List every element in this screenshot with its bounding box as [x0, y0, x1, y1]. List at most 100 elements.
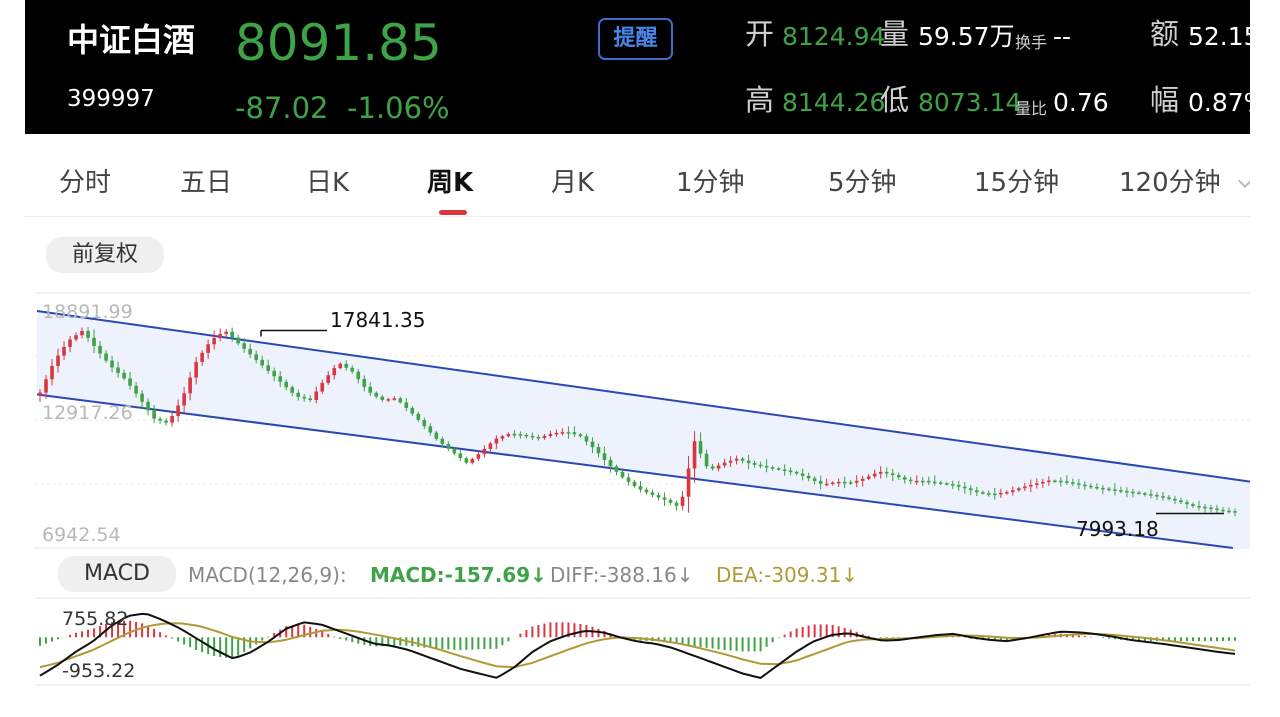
tab-five-day[interactable]: 五日 [180, 168, 233, 198]
period-tabs: 分时 五日 日K 周K 月K 1分钟 5分钟 15分钟 120分钟 [25, 148, 1250, 217]
low-marker-label: 7993.18 [1076, 517, 1159, 541]
candle-body [374, 392, 379, 397]
tab-1-minute[interactable]: 1分钟 [676, 168, 745, 198]
volume-value: 59.57万 [918, 22, 1015, 51]
candle-body [326, 375, 331, 383]
candle-body [278, 376, 283, 382]
candle-body [920, 480, 925, 483]
candle-body [1179, 500, 1183, 503]
candle-body [1053, 480, 1057, 483]
candle-body [182, 393, 186, 406]
candle-body [1149, 494, 1153, 496]
candle-body [596, 447, 601, 454]
open-label: 开 [745, 17, 775, 51]
candle-body [698, 441, 703, 454]
candle-body [170, 416, 174, 423]
alert-button[interactable]: 提醒 [598, 18, 673, 60]
high-label: 高 [745, 83, 775, 117]
tab-120-minute[interactable]: 120分钟 [1119, 168, 1221, 198]
candle-body [494, 438, 499, 444]
adjust-mode-button[interactable]: 前复权 [46, 237, 164, 273]
low-value: 8073.14 [918, 88, 1022, 117]
candle-body [608, 459, 613, 467]
tab-intraday[interactable]: 分时 [59, 168, 112, 198]
candle-body [1113, 489, 1117, 491]
candle-body [200, 352, 204, 362]
channel-lower-line [36, 393, 1234, 549]
candle-body [530, 435, 535, 438]
candle-body [1215, 508, 1219, 511]
candle-body [308, 398, 313, 401]
candle-body [1071, 482, 1075, 484]
candle-body [320, 382, 325, 392]
candle-body [902, 477, 907, 480]
candle-body [830, 482, 835, 485]
candle-body [1173, 498, 1177, 501]
kline-macd-chart[interactable]: 18891.99 12917.26 6942.54 17841.35 7993.… [25, 0, 1250, 717]
candle-body [194, 361, 198, 378]
candle-body [704, 453, 709, 467]
candle-body [104, 353, 108, 361]
candle-body [38, 392, 42, 396]
candle-body [242, 343, 246, 349]
tab-daily-k[interactable]: 日K [306, 168, 350, 198]
dea-line [39, 622, 1236, 669]
candle-body [92, 337, 96, 346]
candle-body [368, 386, 373, 393]
candle-body [1005, 492, 1009, 494]
candle-body [986, 493, 991, 495]
candle-body [272, 370, 276, 377]
candle-body [1065, 481, 1069, 483]
candle-body [962, 486, 967, 489]
candle-body [116, 367, 120, 373]
tab-weekly-k[interactable]: 周K [427, 168, 474, 198]
candle-body [620, 471, 625, 478]
candle-body [1131, 491, 1135, 494]
candle-body [1059, 480, 1063, 483]
dea-value: DEA:-309.31↓ [716, 563, 858, 587]
candle-body [290, 387, 295, 393]
candle-body [500, 436, 505, 439]
candle-body [152, 410, 156, 419]
candle-body [50, 365, 54, 380]
candle-body [164, 420, 168, 423]
macd-axis-max: 755.82 [62, 608, 128, 630]
candle-body [134, 385, 138, 394]
candle-body [158, 418, 162, 421]
candle-body [614, 466, 619, 472]
candle-body [296, 392, 301, 397]
low-label: 低 [880, 83, 910, 117]
candle-body [734, 458, 739, 461]
candle-body [842, 481, 847, 484]
candle-body [344, 363, 349, 368]
amplitude-label: 幅 [1150, 83, 1180, 117]
candle-body [746, 460, 751, 464]
candle-body [872, 473, 877, 477]
volume-label: 量 [880, 17, 910, 51]
candle-body [896, 475, 901, 478]
tab-5-minute[interactable]: 5分钟 [828, 168, 897, 198]
candle-body [1083, 484, 1087, 487]
candle-body [656, 495, 661, 498]
candle-body [866, 476, 871, 479]
candle-body [422, 419, 427, 427]
candle-body [788, 470, 793, 473]
index-code: 399997 [67, 86, 155, 112]
candle-body [824, 483, 829, 486]
candle-body [722, 462, 727, 466]
candle-body [1203, 506, 1207, 509]
candle-body [338, 363, 343, 369]
candle-body [434, 432, 439, 439]
candle-body [908, 479, 913, 482]
macd-indicator-button[interactable]: MACD [58, 556, 176, 592]
candle-body [1089, 485, 1093, 488]
candle-body [806, 475, 811, 479]
channel-fill [37, 311, 1250, 548]
candle-body [392, 398, 397, 400]
tab-15-minute[interactable]: 15分钟 [974, 168, 1060, 198]
candle-body [950, 484, 955, 486]
active-tab-indicator [439, 210, 467, 215]
tab-monthly-k[interactable]: 月K [551, 168, 595, 198]
candle-body [464, 458, 469, 463]
candle-body [542, 435, 547, 438]
